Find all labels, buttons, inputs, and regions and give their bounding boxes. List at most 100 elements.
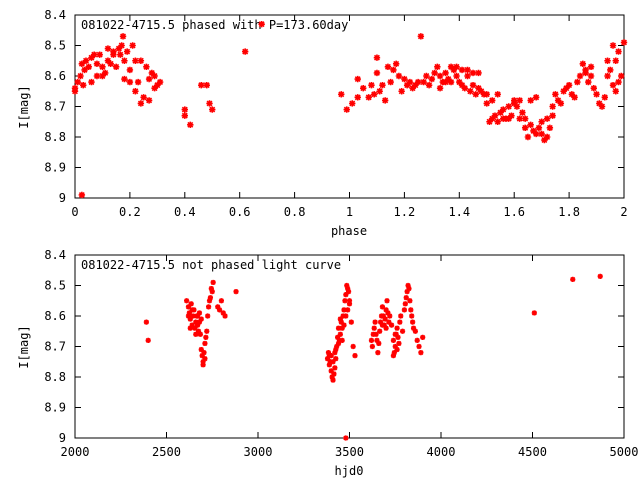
data-point-marker (612, 88, 619, 95)
data-point-marker (486, 118, 493, 125)
data-point-marker (568, 91, 576, 98)
data-point (450, 66, 458, 74)
data-point (193, 319, 199, 325)
data-point (258, 20, 265, 28)
plot-frame-phased (74, 14, 625, 199)
data-point-marker (193, 319, 199, 325)
data-point (384, 63, 392, 71)
data-point-marker (369, 343, 375, 350)
data-point (576, 72, 584, 80)
data-point-marker (412, 328, 418, 334)
chart-title-not-phased: 081022-4715.5 not phased light curve (81, 258, 341, 272)
data-point-marker (618, 72, 625, 80)
data-point-marker (370, 331, 376, 337)
data-point-marker (405, 282, 411, 289)
data-point-marker (326, 353, 332, 359)
data-point-marker (335, 334, 341, 340)
data-point (204, 328, 210, 334)
data-point (200, 359, 206, 365)
data-point (384, 298, 390, 304)
data-point-marker (346, 301, 353, 307)
data-point (453, 63, 460, 71)
data-point-marker (461, 85, 468, 92)
data-point (209, 289, 215, 295)
x-ticks-phased: 0 0.2 0.4 0.6 0.8 1 1.2 1.4 1.6 1.8 2 (71, 15, 628, 219)
data-point-marker (96, 51, 103, 58)
data-point-marker (394, 325, 400, 331)
data-point (385, 310, 391, 316)
data-point (395, 72, 403, 80)
data-point (609, 81, 617, 89)
data-point (81, 66, 88, 74)
series-points-phased (71, 20, 628, 199)
data-point-marker (489, 97, 496, 104)
data-point-marker (197, 331, 203, 337)
data-point-marker (423, 72, 430, 80)
data-point-marker (456, 78, 463, 86)
data-point-marker (500, 106, 507, 113)
x-tick-label: 1.4 (448, 205, 470, 219)
data-point (475, 85, 482, 92)
data-point-marker (598, 103, 606, 110)
data-point-marker (420, 78, 427, 86)
data-point-marker (104, 57, 112, 64)
data-point-marker (409, 85, 416, 92)
data-point-marker (195, 322, 201, 328)
y-tick-label: 8.4 (44, 8, 66, 22)
data-point-marker (335, 340, 342, 347)
data-point-marker (198, 81, 205, 89)
data-point (222, 313, 228, 319)
data-point-marker (615, 48, 622, 55)
data-point-marker (620, 39, 628, 46)
data-point (209, 106, 216, 113)
data-point-marker (494, 91, 501, 98)
data-point-marker (379, 322, 386, 328)
data-point-marker (409, 313, 415, 319)
data-point-marker (200, 359, 206, 365)
data-point-marker (491, 112, 499, 119)
data-point-marker (410, 325, 417, 331)
data-point-marker (483, 100, 490, 107)
data-point-marker (377, 328, 383, 334)
data-point (500, 106, 507, 113)
data-point-marker (590, 85, 598, 92)
data-point-marker (344, 282, 350, 289)
data-point (195, 322, 201, 328)
data-point-marker (375, 350, 381, 356)
data-point (436, 85, 444, 92)
data-point (129, 42, 136, 49)
data-point (154, 81, 161, 89)
data-point (402, 301, 408, 307)
data-point (80, 81, 87, 89)
data-point (115, 45, 123, 52)
data-point (516, 115, 523, 122)
data-point (93, 72, 101, 80)
x-tick-label: 4000 (427, 445, 456, 459)
data-point (346, 301, 353, 307)
data-point (332, 350, 338, 356)
data-point (417, 33, 425, 40)
data-point (143, 319, 149, 325)
data-point-marker (342, 298, 348, 304)
data-point-marker (78, 191, 86, 199)
data-point-marker (354, 75, 361, 83)
data-point-marker (187, 316, 193, 322)
data-point (335, 325, 342, 331)
y-tick-label: 8.7 (44, 340, 66, 354)
data-point (188, 301, 194, 307)
data-point (117, 51, 124, 58)
data-point (74, 78, 81, 86)
data-point-marker (395, 334, 401, 340)
data-point (607, 66, 614, 74)
data-point-marker (538, 130, 545, 138)
x-axis-label-not-phased: hjd0 (335, 464, 364, 478)
data-point-marker (350, 343, 356, 350)
data-point-marker (483, 91, 490, 98)
data-point (410, 325, 417, 331)
data-point (398, 88, 405, 95)
data-point-marker (384, 63, 392, 71)
data-point-marker (379, 304, 386, 310)
y-tick-label: 8.6 (44, 69, 66, 83)
data-point-marker (352, 353, 358, 359)
data-point (369, 343, 375, 350)
